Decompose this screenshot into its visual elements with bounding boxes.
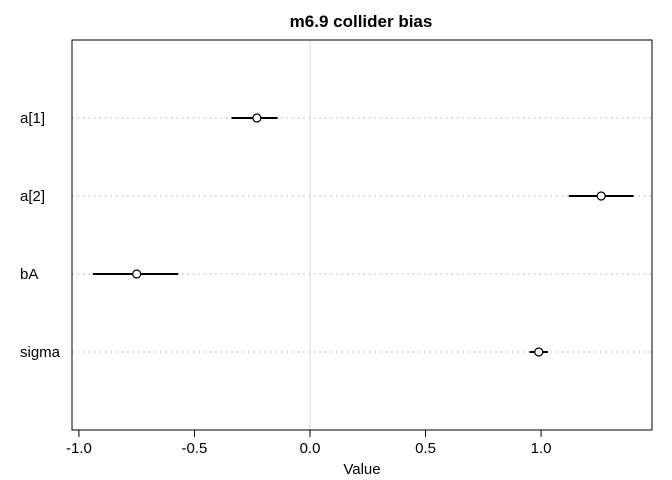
parameter-label: a[1] [20, 110, 45, 127]
x-tick-label: -1.0 [66, 440, 92, 457]
y-labels-layer: a[1] a[2] bA sigma [20, 110, 61, 361]
parameter-label: a[2] [20, 188, 45, 205]
mean-point [132, 269, 142, 279]
mean-point [252, 113, 262, 123]
x-tick-label: -0.5 [182, 440, 208, 457]
parameter-label: bA [20, 266, 38, 283]
chart-title: m6.9 collider bias [290, 12, 433, 31]
x-axis-title: Value [343, 461, 380, 478]
mean-point [534, 347, 544, 357]
x-tick-label: 0.0 [300, 440, 321, 457]
x-axis: -1.0 -0.5 0.0 0.5 1.0 [66, 429, 552, 457]
marks-layer [92, 113, 634, 357]
parameter-label: sigma [20, 344, 61, 361]
mean-point [596, 191, 606, 201]
x-tick-label: 0.5 [415, 440, 436, 457]
grid-layer [72, 117, 652, 353]
x-tick-label: 1.0 [531, 440, 552, 457]
plot-frame [71, 39, 653, 431]
